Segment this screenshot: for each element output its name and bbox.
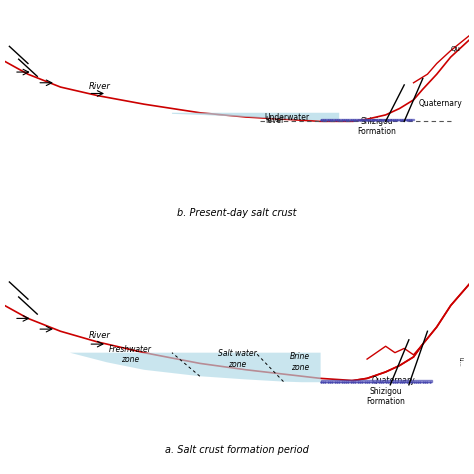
Text: Brine
zone: Brine zone xyxy=(290,352,310,372)
Text: level: level xyxy=(265,116,283,125)
Text: Qu: Qu xyxy=(451,46,461,52)
Polygon shape xyxy=(70,353,320,382)
Text: Quaternary: Quaternary xyxy=(418,100,462,109)
Text: Shizigou
Formation: Shizigou Formation xyxy=(366,387,405,406)
Text: b. Present-day salt crust: b. Present-day salt crust xyxy=(177,208,297,218)
Polygon shape xyxy=(172,113,339,121)
Polygon shape xyxy=(320,119,413,120)
Text: Shizigou
Formation: Shizigou Formation xyxy=(357,117,396,136)
Text: Underwater: Underwater xyxy=(265,113,310,122)
Polygon shape xyxy=(320,380,432,382)
Text: River: River xyxy=(88,82,110,91)
Text: Li...: Li... xyxy=(457,357,463,366)
Text: Freshwater
zone: Freshwater zone xyxy=(109,345,152,365)
Text: Salt water
zone: Salt water zone xyxy=(218,349,256,369)
Text: River: River xyxy=(88,331,110,340)
Text: Quaternary: Quaternary xyxy=(372,376,415,385)
Text: a. Salt crust formation period: a. Salt crust formation period xyxy=(165,446,309,456)
